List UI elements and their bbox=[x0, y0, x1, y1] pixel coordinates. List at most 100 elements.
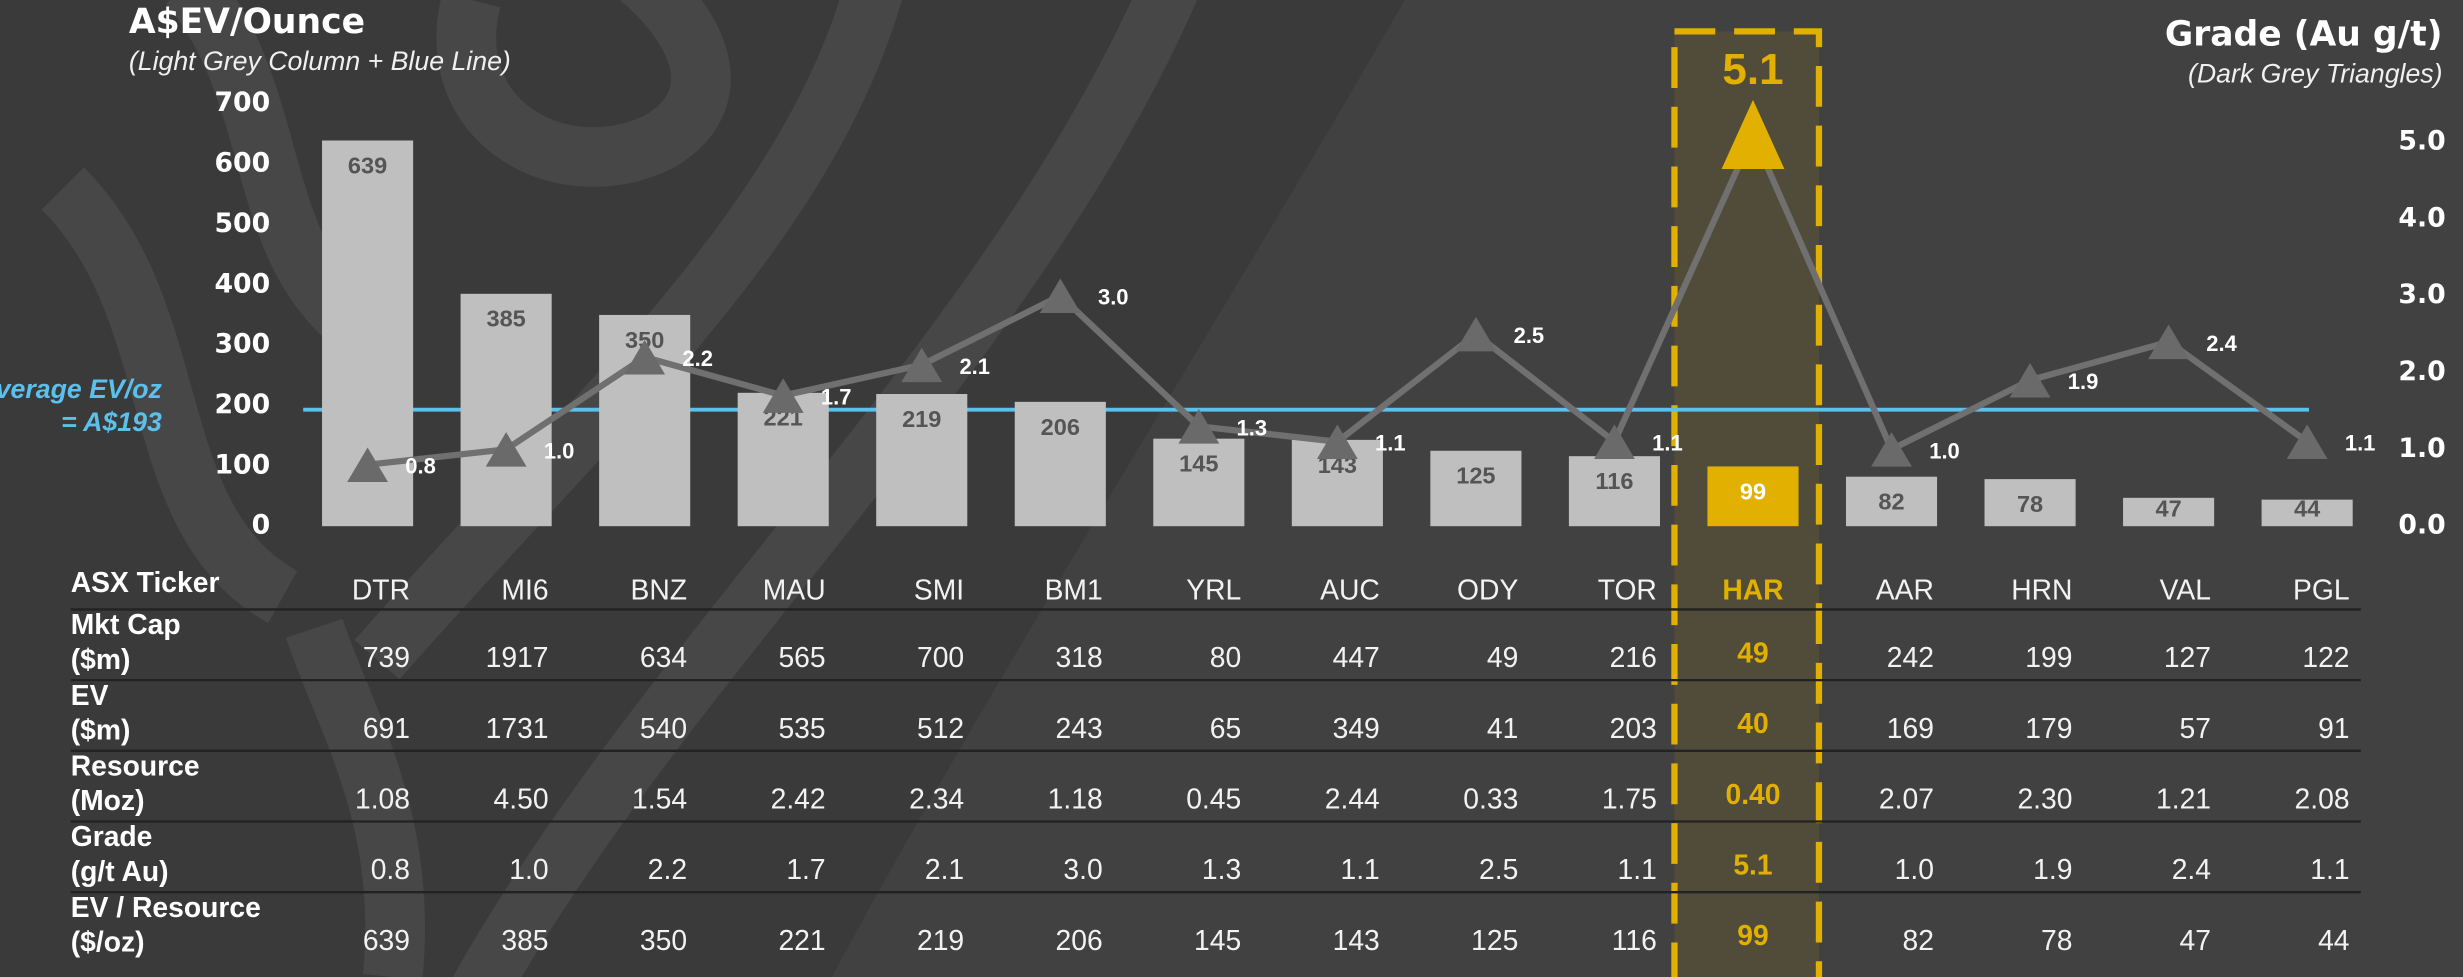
table-cell: 125 bbox=[1471, 924, 1518, 956]
ticker: HAR bbox=[1722, 574, 1783, 606]
table-cell: 2.2 bbox=[648, 853, 687, 885]
table-cell: 80 bbox=[1210, 641, 1241, 673]
table-cell: 1.0 bbox=[1895, 853, 1934, 885]
y-tick-label: 0 bbox=[252, 510, 271, 541]
table-cell: 91 bbox=[2318, 712, 2349, 744]
y2-tick-label: 4.0 bbox=[2398, 202, 2445, 233]
table-cell: 2.34 bbox=[909, 783, 964, 815]
table-cell: 318 bbox=[1056, 641, 1103, 673]
y-tick-label: 700 bbox=[214, 87, 270, 118]
table-cell: 143 bbox=[1333, 924, 1380, 956]
chart: A$EV/Ounce (Light Grey Column + Blue Lin… bbox=[0, 0, 2463, 977]
grade-value-label: 1.1 bbox=[2345, 431, 2376, 456]
table-cell: 199 bbox=[2025, 641, 2072, 673]
chart-title: A$EV/Ounce bbox=[129, 2, 365, 42]
table-cell: 145 bbox=[1194, 924, 1241, 956]
ticker: MI6 bbox=[501, 574, 548, 606]
row-label: EV / Resource bbox=[71, 891, 261, 923]
table-cell: 2.42 bbox=[771, 783, 826, 815]
grade-value-label: 1.0 bbox=[544, 438, 575, 463]
row-label: (g/t Au) bbox=[71, 855, 169, 887]
table-cell: 1.1 bbox=[2310, 853, 2349, 885]
table-cell: 5.1 bbox=[1733, 849, 1772, 881]
table-cell: 49 bbox=[1737, 636, 1768, 668]
table-cell: 0.8 bbox=[371, 853, 410, 885]
ticker: SMI bbox=[914, 574, 964, 606]
table-cell: 0.33 bbox=[1463, 783, 1518, 815]
table-cell: 216 bbox=[1610, 641, 1657, 673]
ticker: DTR bbox=[352, 574, 410, 606]
ticker: VAL bbox=[2160, 574, 2211, 606]
y2-tick-label: 1.0 bbox=[2398, 433, 2445, 464]
table-cell: 540 bbox=[640, 712, 687, 744]
table-cell: 242 bbox=[1887, 641, 1934, 673]
y-tick-label: 200 bbox=[214, 389, 270, 420]
table-cell: 1731 bbox=[486, 712, 549, 744]
table-cell: 206 bbox=[1056, 924, 1103, 956]
table-cell: 78 bbox=[2041, 924, 2072, 956]
table-cell: 4.50 bbox=[494, 783, 549, 815]
y-tick-label: 300 bbox=[214, 329, 270, 360]
row-label: ($m) bbox=[71, 713, 131, 745]
table-cell: 2.1 bbox=[925, 853, 964, 885]
table-cell: 634 bbox=[640, 641, 687, 673]
row-label: (Moz) bbox=[71, 784, 145, 816]
table-cell: 350 bbox=[640, 924, 687, 956]
y-tick-label: 600 bbox=[214, 148, 270, 179]
table-cell: 1.3 bbox=[1202, 853, 1241, 885]
table-cell: 65 bbox=[1210, 712, 1241, 744]
table-cell: 169 bbox=[1887, 712, 1934, 744]
bar-value-label: 219 bbox=[902, 406, 941, 432]
y-tick-label: 500 bbox=[214, 208, 270, 239]
table-cell: 1.1 bbox=[1618, 853, 1657, 885]
table-cell: 41 bbox=[1487, 712, 1518, 744]
row-label: Grade bbox=[71, 820, 153, 852]
table-cell: 739 bbox=[363, 641, 410, 673]
grade-value-label: 1.3 bbox=[1237, 415, 1268, 440]
grade-value-label: 5.1 bbox=[1722, 45, 1783, 94]
y2-title: Grade (Au g/t) bbox=[2165, 15, 2443, 55]
table-cell: 2.44 bbox=[1325, 783, 1380, 815]
bar-value-label: 47 bbox=[2156, 496, 2182, 522]
table-cell: 565 bbox=[778, 641, 825, 673]
y2-tick-label: 5.0 bbox=[2398, 126, 2445, 157]
row-label: ($m) bbox=[71, 643, 131, 675]
table-cell: 349 bbox=[1333, 712, 1380, 744]
table-cell: 1.21 bbox=[2156, 783, 2211, 815]
y2-subtitle: (Dark Grey Triangles) bbox=[2188, 58, 2443, 88]
table-cell: 1.0 bbox=[509, 853, 548, 885]
y-tick-label: 100 bbox=[214, 449, 270, 480]
table-cell: 243 bbox=[1056, 712, 1103, 744]
table-cell: 1917 bbox=[486, 641, 549, 673]
grade-value-label: 1.0 bbox=[1929, 438, 1960, 463]
grade-value-label: 2.4 bbox=[2206, 331, 2237, 356]
table-cell: 700 bbox=[917, 641, 964, 673]
bar-value-label: 44 bbox=[2294, 496, 2320, 522]
table-cell: 2.30 bbox=[2017, 783, 2072, 815]
table-cell: 1.75 bbox=[1602, 783, 1657, 815]
chart-subtitle: (Light Grey Column + Blue Line) bbox=[129, 46, 511, 76]
table-header: ASX Ticker bbox=[71, 566, 220, 598]
table-cell: 512 bbox=[917, 712, 964, 744]
table-cell: 203 bbox=[1610, 712, 1657, 744]
average-label: Average EV/oz bbox=[0, 374, 162, 404]
table-cell: 2.08 bbox=[2295, 783, 2350, 815]
table-cell: 221 bbox=[778, 924, 825, 956]
ticker: AAR bbox=[1876, 574, 1934, 606]
table-cell: 44 bbox=[2318, 924, 2349, 956]
table-cell: 1.1 bbox=[1340, 853, 1379, 885]
ticker: ODY bbox=[1457, 574, 1518, 606]
table-cell: 0.40 bbox=[1725, 778, 1780, 810]
row-label: ($/oz) bbox=[71, 925, 145, 957]
bar-value-label: 385 bbox=[486, 306, 525, 332]
grade-value-label: 2.1 bbox=[959, 354, 990, 379]
grade-value-label: 1.1 bbox=[1375, 431, 1406, 456]
table-cell: 1.18 bbox=[1048, 783, 1103, 815]
ticker: BM1 bbox=[1045, 574, 1103, 606]
table-cell: 1.08 bbox=[355, 783, 410, 815]
ticker: HRN bbox=[2011, 574, 2072, 606]
ticker: YRL bbox=[1186, 574, 1241, 606]
table-cell: 2.07 bbox=[1879, 783, 1934, 815]
table-cell: 179 bbox=[2025, 712, 2072, 744]
table-cell: 49 bbox=[1487, 641, 1518, 673]
